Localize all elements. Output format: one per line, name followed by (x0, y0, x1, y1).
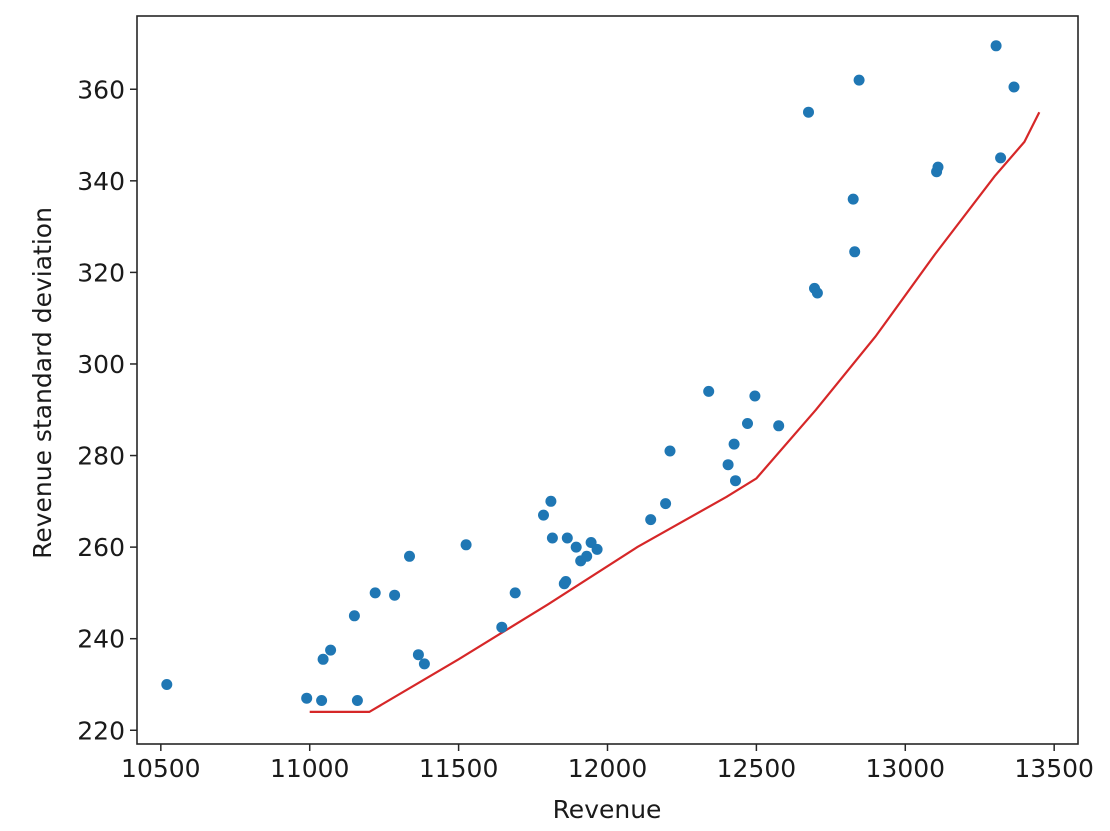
scatter-point (301, 692, 313, 704)
scatter-point (404, 550, 415, 562)
scatter-point (560, 576, 572, 587)
scatter-point (570, 541, 582, 553)
scatter-point (728, 438, 740, 450)
scatter-point (161, 679, 173, 690)
trend-line (309, 111, 1041, 713)
y-tick-label: 240 (77, 625, 125, 654)
scatter-point (412, 649, 424, 661)
x-axis-label: Revenue (553, 795, 662, 824)
x-tick-label: 12500 (717, 754, 797, 783)
x-tick-label: 10500 (121, 754, 201, 783)
scatter-point (803, 106, 814, 118)
scatter-point (749, 390, 761, 402)
scatter-point (325, 644, 337, 656)
x-tick-label: 11500 (419, 754, 499, 783)
scatter-point (581, 550, 593, 562)
scatter-point (730, 475, 741, 487)
scatter-point (722, 459, 734, 471)
scatter-point (538, 509, 549, 521)
scatter-point (418, 658, 430, 670)
scatter-point (853, 74, 865, 86)
scatter-point (545, 495, 557, 507)
scatter-point (317, 653, 329, 665)
scatter-point (546, 532, 558, 544)
scatter-point (351, 695, 363, 706)
scatter-point (509, 587, 521, 599)
scatter-point (316, 695, 328, 706)
scatter-point (932, 161, 944, 173)
scatter-point (995, 152, 1007, 164)
y-tick-label: 300 (77, 350, 125, 379)
scatter-point (773, 420, 785, 432)
x-tick-label: 12000 (568, 754, 648, 783)
y-tick-label: 340 (77, 167, 125, 196)
y-tick-label: 280 (77, 442, 125, 471)
fit-line-layer (309, 111, 1041, 713)
x-axis-ticks: 10500 11000 11500 12000 12500 13000 13500 (121, 744, 1094, 783)
scatter-point (660, 498, 672, 510)
scatter-point (591, 543, 603, 555)
scatter-point (1008, 81, 1020, 93)
scatter-point (742, 418, 753, 429)
y-tick-label: 360 (77, 75, 125, 104)
y-tick-label: 320 (77, 258, 125, 287)
scatter-point (348, 610, 360, 622)
scatter-point (664, 445, 676, 457)
x-tick-label: 13000 (866, 754, 946, 783)
scatter-point (645, 514, 657, 526)
y-tick-label: 220 (77, 716, 125, 745)
y-tick-label: 260 (77, 533, 125, 562)
scatter-point (990, 40, 1002, 52)
scatter-point (369, 587, 381, 599)
scatter-point (703, 385, 715, 397)
x-tick-label: 11000 (270, 754, 350, 783)
scatter-point (496, 621, 508, 633)
scatter-points-layer (161, 40, 1020, 706)
scatter-point (849, 246, 861, 258)
y-axis-label: Revenue standard deviation (28, 207, 57, 559)
scatter-point (460, 539, 472, 551)
scatter-point (811, 287, 823, 299)
y-axis-ticks: 220 240 260 280 300 320 340 360 (77, 75, 137, 745)
scatter-point (561, 532, 573, 544)
scatter-point (389, 589, 401, 601)
x-tick-label: 13500 (1014, 754, 1094, 783)
plot-area-frame (136, 15, 1079, 745)
scatter-point (847, 193, 859, 205)
